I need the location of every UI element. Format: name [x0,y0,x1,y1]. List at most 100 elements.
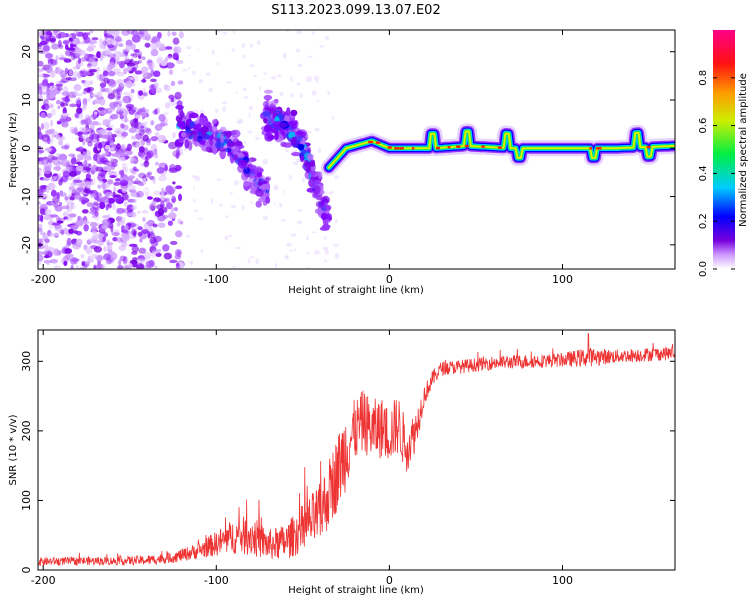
spectrogram-noise-cell [70,41,74,49]
spectrogram-noise-cell [187,66,191,70]
colorbar-tick-label: 0.6 [698,118,709,134]
spectrogram-noise-cell [44,52,53,59]
spectrogram-noise-cell [133,48,140,53]
spectrogram-noise-cell [60,159,70,167]
spectrogram-noise-cell [147,232,156,239]
spectrogram-noise-cell [83,188,92,194]
spectrogram-track-cell [248,164,257,170]
spectrogram-noise-cell [55,134,61,140]
spectrogram-noise-cell [55,55,59,61]
spectrogram-noise-cell [49,82,54,87]
spectrogram-track-cell [226,130,232,138]
carrier-peak-cell [368,140,373,144]
spectrogram-noise-cell [93,153,98,162]
snr-x-tick-label: 0 [386,574,393,587]
spectrogram-y-tick-label: -10 [20,188,33,206]
spectrogram-noise-cell [113,50,122,59]
spectrogram-track-cell [181,131,187,138]
spectrogram-noise-cell [118,148,124,154]
spectrogram-noise-cell [43,159,47,165]
spectrogram-noise-cell [149,87,155,94]
spectrogram-noise-cell [69,126,76,134]
spectrogram-track-cell [314,185,321,195]
spectrogram-noise-cell [104,144,111,150]
spectrogram-noise-cell [131,170,137,175]
spectrogram-noise-cell [62,107,67,115]
spectrogram-noise-cell [112,237,118,242]
spectrogram-noise-cell [167,54,173,59]
spectrogram-noise-cell [324,249,330,255]
spectrogram-noise-cell [305,266,309,269]
spectrogram-noise-cell [316,99,320,102]
spectrogram-noise-cell [62,255,70,263]
spectrogram-noise-cell [193,198,196,203]
spectrogram-noise-cell [86,202,94,208]
spectrogram-noise-cell [85,181,92,189]
spectrogram-noise-cell [125,44,132,52]
spectrogram-noise-cell [324,191,328,194]
spectrogram-noise-cell [305,252,310,255]
spectrogram-noise-cell [253,74,257,77]
spectrogram-noise-cell [273,202,277,205]
spectrogram-noise-cell [293,161,299,166]
spectrogram-noise-cell [103,253,111,261]
spectrogram-noise-cell [93,162,97,166]
spectrogram-noise-cell [100,182,110,189]
spectrogram-noise-cell [150,69,155,77]
spectrogram-noise-cell [110,156,114,162]
spectrogram-noise-cell [124,155,129,160]
spectrogram-noise-cell [121,163,128,167]
spectrogram-noise-cell [170,206,174,213]
spectrogram-noise-cell [117,265,124,269]
spectrogram-noise-cell [38,132,43,140]
spectrogram-noise-cell [50,134,54,143]
spectrogram-noise-cell [188,54,191,57]
spectrogram-noise-cell [87,140,93,147]
spectrogram-noise-cell [186,45,192,50]
spectrogram-noise-cell [90,129,96,135]
spectrogram-noise-cell [198,217,203,220]
spectrogram-noise-cell [293,149,297,153]
spectrogram-noise-cell [279,202,283,208]
spectrogram-noise-cell [123,256,128,264]
snr-y-tick-label: 200 [20,420,33,441]
spectrogram-noise-cell [216,62,220,66]
spectrogram-noise-cell [47,154,55,162]
spectrogram-noise-cell [254,136,261,141]
spectrogram-noise-cell [116,207,125,214]
spectrogram-noise-cell [61,112,70,117]
spectrogram-noise-cell [41,36,51,42]
spectrogram-noise-cell [75,265,80,269]
spectrogram-track-cell [243,167,251,175]
spectrogram-track-cell [282,142,293,148]
spectrogram-noise-cell [85,150,91,159]
spectrogram-track-cell [295,130,304,136]
spectrogram-track-cell [230,146,239,154]
spectrogram-noise-cell [86,97,92,103]
spectrogram-noise-cell [249,43,254,48]
spectrogram-noise-cell [112,250,116,259]
spectrogram-noise-cell [172,150,181,158]
spectrogram-noise-cell [105,203,109,211]
spectrogram-track-cell [179,110,185,119]
carrier-peak-cell [447,146,451,149]
spectrogram-noise-cell [77,72,82,79]
spectrogram-noise-cell [49,103,54,109]
spectrogram-noise-cell [109,102,117,109]
spectrogram-noise-cell [116,216,126,223]
spectrogram-noise-cell [103,77,110,84]
spectrogram-noise-cell [66,166,73,170]
spectrogram-noise-cell [130,121,139,129]
spectrogram-noise-cell [148,63,153,70]
spectrogram-noise-cell [152,148,156,155]
spectrogram-noise-cell [42,103,50,111]
spectrogram-noise-cell [121,30,131,36]
spectrogram-noise-cell [153,82,159,89]
spectrogram-track-cell [197,131,203,137]
spectrogram-noise-cell [58,153,68,161]
spectrogram-noise-cell [110,162,118,168]
spectrogram-noise-cell [173,46,182,54]
spectrogram-noise-cell [38,188,44,196]
spectrogram-noise-cell [76,230,82,236]
snr-frame [37,329,676,571]
